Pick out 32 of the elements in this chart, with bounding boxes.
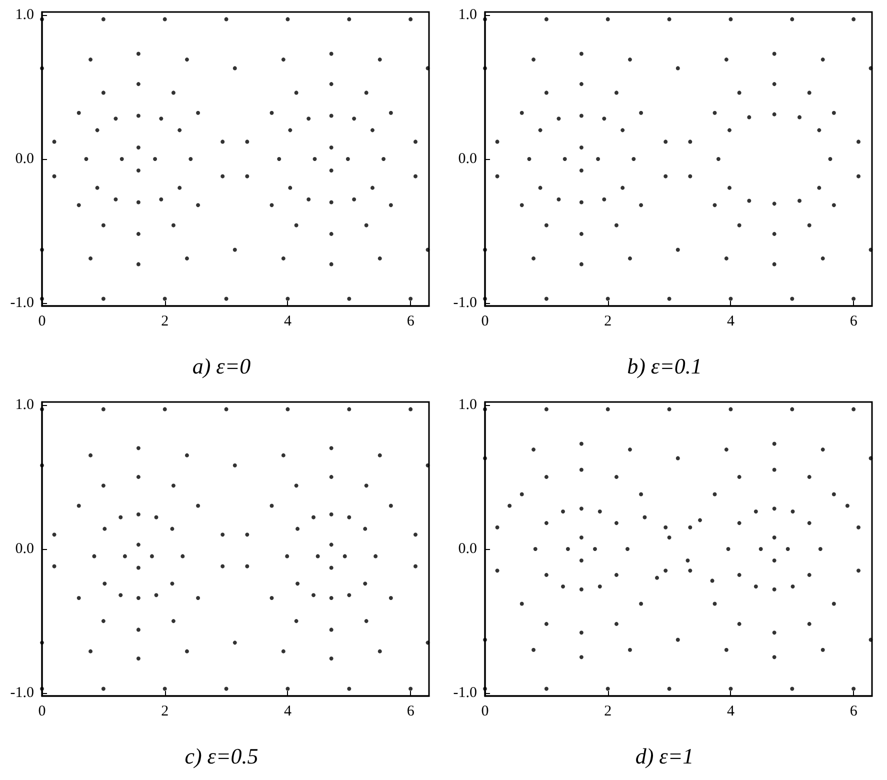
y-tick-label: 0.0: [458, 541, 477, 557]
x-tick-label: 0: [481, 704, 489, 720]
y-tick-label: 1.0: [15, 6, 34, 23]
y-tick-label: 1.0: [458, 6, 477, 23]
y-tick-label: 0.0: [15, 541, 34, 557]
y-tick-label: 1.0: [15, 396, 34, 413]
x-tick-label: 6: [406, 314, 415, 330]
text: b) ε=0.1: [627, 354, 702, 378]
x-tick-label: 6: [850, 314, 858, 330]
x-tick-label: 0: [38, 314, 46, 330]
y-tick-label: -1.0: [453, 685, 477, 702]
y-tick-label: 0.0: [15, 151, 34, 167]
x-tick-label: 4: [726, 704, 735, 720]
x-tick-label: 0: [38, 704, 46, 720]
y-tick-label: 1.0: [458, 396, 477, 413]
x-tick-label: 6: [850, 704, 858, 720]
x-tick-label: 2: [604, 314, 612, 330]
y-tick-label: -1.0: [453, 295, 477, 312]
text: d) ε=1: [635, 744, 694, 768]
x-tick-label: 4: [284, 314, 292, 330]
y-tick-label: -1.0: [10, 295, 34, 312]
x-tick-label: 4: [284, 704, 292, 720]
text: a) ε=0: [192, 354, 251, 378]
y-tick-label: 0.0: [458, 151, 477, 167]
x-tick-label: 2: [161, 314, 169, 330]
text: c) ε=0.5: [184, 744, 258, 768]
x-tick-label: 4: [726, 314, 735, 330]
x-tick-label: 0: [481, 314, 489, 330]
y-tick-label: -1.0: [10, 685, 34, 702]
x-tick-label: 2: [604, 704, 612, 720]
x-tick-label: 6: [406, 704, 415, 720]
x-tick-label: 2: [161, 704, 169, 720]
